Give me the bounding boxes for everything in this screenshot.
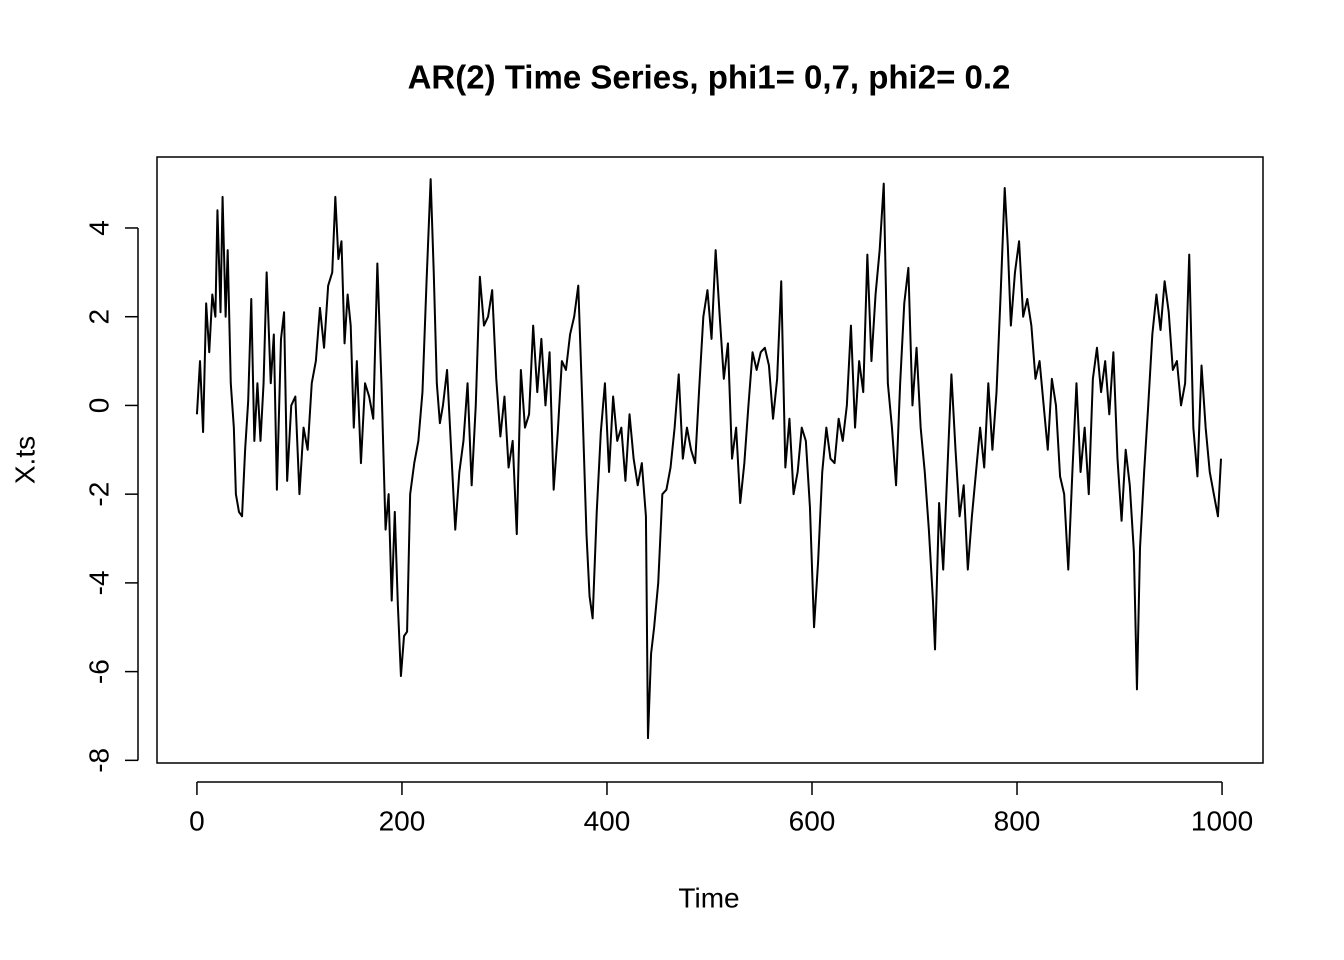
x-tick-label: 200 [379, 805, 426, 836]
y-tick-label: 0 [83, 398, 114, 414]
x-tick-label: 0 [189, 805, 205, 836]
y-tick-label: 2 [83, 309, 114, 325]
x-tick-label: 600 [789, 805, 836, 836]
y-axis-label: X.ts [9, 436, 40, 484]
y-tick-label: -8 [83, 748, 114, 773]
y-tick-label: -6 [83, 659, 114, 684]
chart-title: AR(2) Time Series, phi1= 0,7, phi2= 0.2 [408, 59, 1011, 96]
plot-frame [156, 156, 1264, 764]
x-axis-label: Time [678, 882, 739, 913]
y-tick-label: 4 [83, 220, 114, 236]
y-tick-label: -4 [83, 570, 114, 595]
x-tick-label: 800 [994, 805, 1041, 836]
x-tick-label: 400 [584, 805, 631, 836]
series-line [195, 178, 1223, 740]
y-tick-label: -2 [83, 482, 114, 507]
x-tick-label: 1000 [1191, 805, 1253, 836]
